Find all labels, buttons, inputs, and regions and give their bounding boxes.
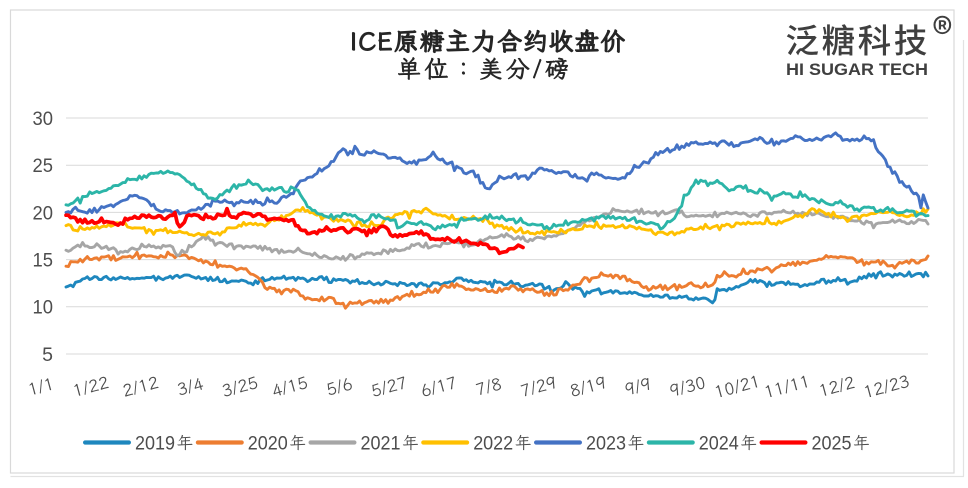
svg-text:30: 30 bbox=[33, 108, 54, 130]
svg-text:10: 10 bbox=[33, 297, 54, 319]
svg-text:2025: 2025 bbox=[812, 432, 852, 454]
svg-text:5: 5 bbox=[42, 344, 53, 366]
svg-text:25: 25 bbox=[33, 155, 54, 177]
svg-text:2022: 2022 bbox=[473, 432, 513, 454]
svg-text:15: 15 bbox=[33, 250, 54, 272]
svg-text:2021: 2021 bbox=[361, 432, 401, 454]
svg-text:2024: 2024 bbox=[699, 432, 739, 454]
svg-text:2019: 2019 bbox=[135, 432, 175, 454]
svg-text:2023: 2023 bbox=[586, 432, 626, 454]
svg-text:20: 20 bbox=[33, 202, 54, 224]
svg-text:HI SUGAR TECH: HI SUGAR TECH bbox=[786, 60, 928, 79]
svg-text:2020: 2020 bbox=[248, 432, 288, 454]
